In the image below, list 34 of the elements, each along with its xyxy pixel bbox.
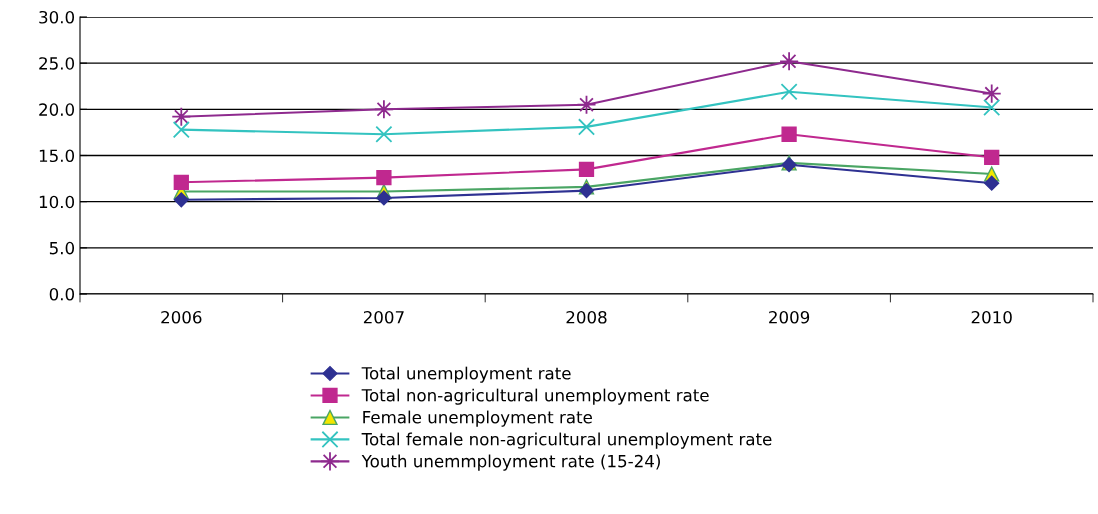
point: [781, 126, 797, 142]
point: [376, 190, 392, 206]
y-tick-label: 10.0: [39, 195, 75, 209]
y-tick-label: 20.0: [39, 103, 75, 116]
point: [578, 161, 595, 177]
legend-label: Total female non-agricultural unemployment rate: [361, 432, 772, 449]
point: [173, 174, 189, 190]
point: [983, 98, 1001, 117]
x-tick-label: 2007: [363, 310, 404, 324]
point: [981, 83, 1002, 104]
point: [172, 121, 190, 139]
point: [373, 99, 394, 120]
point: [984, 175, 1000, 191]
point: [984, 149, 1000, 165]
y-tick-label: 5.0: [49, 241, 75, 255]
y-tick-label: 25.0: [39, 57, 75, 70]
x-tick-label: 2006: [161, 310, 202, 324]
point: [375, 125, 393, 143]
x-tick-label: 2008: [566, 310, 607, 324]
y-tick-label: 15.0: [39, 149, 75, 163]
y-tick-label: 0.0: [49, 287, 75, 301]
point: [577, 118, 596, 136]
point: [376, 170, 392, 186]
point: [578, 183, 595, 199]
point: [779, 51, 800, 72]
x-tick-label: 2009: [769, 310, 810, 324]
x-tick-label: 2010: [971, 310, 1012, 324]
legend-label: Total non-agricultural unemployment rate: [361, 388, 709, 405]
legend-label: Female unemployment rate: [363, 410, 592, 427]
legend-label: Total unemployment rate: [361, 366, 571, 383]
point: [173, 192, 189, 208]
y-tick-label: 30.0: [39, 10, 75, 24]
point: [780, 83, 798, 101]
legend-label: Youth unemmployment rate (15-24): [361, 454, 660, 471]
